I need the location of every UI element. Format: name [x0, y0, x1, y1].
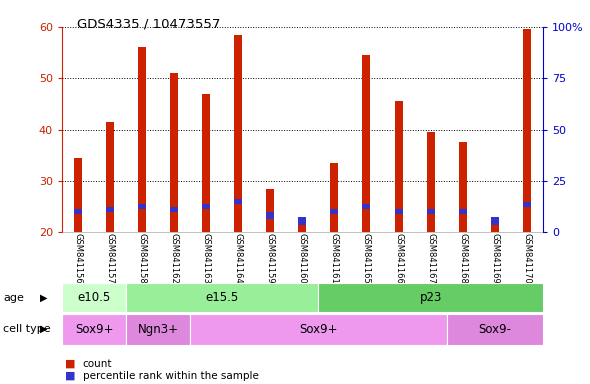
Bar — [362, 204, 371, 209]
Bar — [138, 204, 146, 209]
Text: ■: ■ — [65, 371, 76, 381]
Bar — [299, 217, 306, 225]
Text: GSM841166: GSM841166 — [394, 233, 403, 284]
Bar — [202, 204, 210, 209]
Text: GSM841158: GSM841158 — [137, 233, 146, 284]
Bar — [138, 47, 146, 232]
Text: count: count — [83, 359, 112, 369]
Text: ▶: ▶ — [40, 293, 48, 303]
Bar — [491, 217, 499, 225]
Text: cell type: cell type — [3, 324, 51, 334]
Text: GSM841165: GSM841165 — [362, 233, 371, 284]
Text: Ngn3+: Ngn3+ — [137, 323, 179, 336]
Bar — [395, 101, 402, 232]
Bar — [126, 314, 190, 345]
Bar — [299, 220, 306, 232]
Text: GSM841157: GSM841157 — [106, 233, 114, 284]
Bar — [62, 283, 126, 312]
Text: GSM841161: GSM841161 — [330, 233, 339, 284]
Bar — [202, 94, 210, 232]
Text: GSM841164: GSM841164 — [234, 233, 242, 284]
Text: GSM841156: GSM841156 — [74, 233, 83, 284]
Bar — [266, 212, 274, 220]
Bar — [62, 314, 126, 345]
Text: GSM841163: GSM841163 — [202, 233, 211, 284]
Text: GSM841162: GSM841162 — [170, 233, 179, 284]
Bar — [458, 209, 467, 214]
Text: GSM841168: GSM841168 — [458, 233, 467, 284]
Bar — [330, 209, 339, 214]
Text: GDS4335 / 10473557: GDS4335 / 10473557 — [77, 17, 220, 30]
Bar — [362, 55, 371, 232]
Text: GSM841160: GSM841160 — [298, 233, 307, 284]
Text: Sox9+: Sox9+ — [299, 323, 337, 336]
Text: GSM841169: GSM841169 — [490, 233, 499, 284]
Bar — [458, 142, 467, 232]
Bar — [319, 283, 543, 312]
Text: GSM841159: GSM841159 — [266, 233, 275, 284]
Bar — [126, 283, 319, 312]
Text: ■: ■ — [65, 359, 76, 369]
Text: GSM841170: GSM841170 — [522, 233, 531, 284]
Bar — [190, 314, 447, 345]
Text: Sox9-: Sox9- — [478, 323, 511, 336]
Text: percentile rank within the sample: percentile rank within the sample — [83, 371, 258, 381]
Bar — [427, 132, 435, 232]
Bar — [491, 225, 499, 232]
Text: Sox9+: Sox9+ — [75, 323, 113, 336]
Bar — [74, 158, 82, 232]
Text: e10.5: e10.5 — [77, 291, 111, 304]
Bar — [523, 30, 531, 232]
Bar — [330, 163, 339, 232]
Text: GSM841167: GSM841167 — [426, 233, 435, 284]
Bar — [170, 207, 178, 212]
Bar — [427, 209, 435, 214]
Bar — [447, 314, 543, 345]
Bar — [106, 122, 114, 232]
Bar — [74, 209, 82, 214]
Bar — [395, 209, 402, 214]
Text: e15.5: e15.5 — [205, 291, 239, 304]
Bar — [523, 202, 531, 207]
Bar — [106, 207, 114, 212]
Text: age: age — [3, 293, 24, 303]
Bar — [170, 73, 178, 232]
Bar — [234, 35, 242, 232]
Bar — [266, 189, 274, 232]
Bar — [234, 199, 242, 204]
Text: ▶: ▶ — [40, 324, 48, 334]
Text: p23: p23 — [419, 291, 442, 304]
